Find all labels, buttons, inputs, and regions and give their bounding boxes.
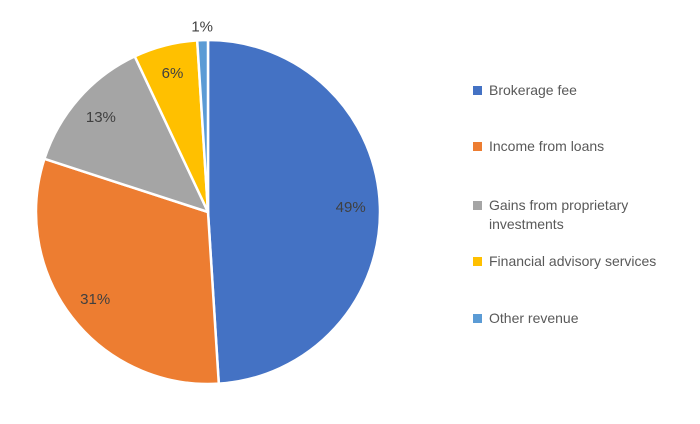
pie-chart: 49% 31% 13% 6% 1% — [34, 19, 382, 386]
data-label-brokerage-fee: 49% — [336, 199, 366, 216]
pie-slice-other-revenue — [195, 38, 210, 214]
legend-marker-icon — [473, 257, 482, 266]
data-label-gains-from-proprietary-investments: 13% — [86, 109, 116, 126]
legend-item-label: Other revenue — [489, 310, 579, 326]
legend-item-gains-from-proprietary-investments: Gains from proprietary investments — [473, 196, 691, 234]
legend-item-brokerage-fee: Brokerage fee — [473, 81, 691, 100]
pie-slice-income-from-loans — [34, 157, 221, 386]
pie-slice-brokerage-fee — [206, 38, 382, 385]
legend-item-label: Gains from proprietary investments — [489, 197, 629, 232]
data-label-other-revenue: 1% — [191, 19, 213, 36]
legend-item-label: Financial advisory services — [489, 253, 657, 269]
legend-marker-icon — [473, 86, 482, 95]
legend-marker-icon — [473, 142, 482, 151]
data-label-income-from-loans: 31% — [80, 291, 110, 308]
legend-marker-icon — [473, 201, 482, 210]
legend-item-other-revenue: Other revenue — [473, 309, 691, 328]
legend-marker-icon — [473, 314, 482, 323]
data-label-financial-advisory-services: 6% — [162, 65, 184, 82]
legend-item-label: Income from loans — [489, 138, 605, 154]
pie-slice-gains-from-proprietary-investments — [43, 55, 210, 214]
legend-item-label: Brokerage fee — [489, 82, 577, 98]
legend-item-income-from-loans: Income from loans — [473, 137, 691, 156]
legend-item-financial-advisory-services: Financial advisory services — [473, 252, 691, 271]
